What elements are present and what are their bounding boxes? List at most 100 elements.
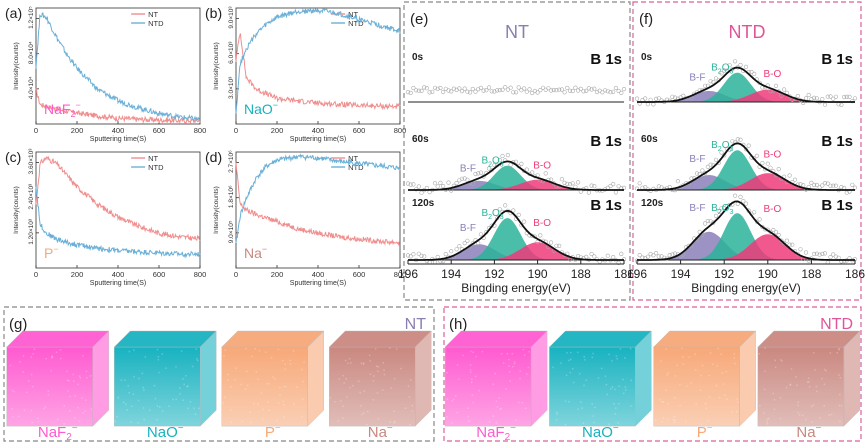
texture-speck — [568, 359, 570, 362]
panel-label: (g) — [9, 316, 27, 333]
texture-speck — [67, 390, 69, 392]
texture-speck — [347, 362, 349, 365]
texture-speck — [9, 364, 12, 367]
panel-title: NT — [505, 22, 529, 42]
texture-speck — [344, 359, 347, 362]
texture-speck — [69, 395, 71, 398]
texture-speck — [630, 379, 633, 382]
texture-speck — [154, 397, 157, 400]
data-point — [831, 252, 836, 257]
texture-speck — [662, 401, 664, 403]
data-point — [438, 180, 443, 185]
texture-speck — [467, 420, 470, 422]
data-point — [817, 252, 822, 257]
texture-speck — [519, 377, 521, 380]
texture-speck — [808, 386, 811, 388]
texture-speck — [478, 389, 481, 392]
data-point — [803, 250, 809, 255]
data-point — [787, 173, 792, 178]
y-axis-label: Intensity(counts) — [13, 186, 20, 234]
data-point — [828, 255, 833, 260]
data-point — [784, 238, 790, 243]
texture-speck — [522, 348, 525, 351]
texture-speck — [293, 403, 295, 405]
texture-speck — [715, 384, 718, 387]
texture-speck — [187, 385, 189, 387]
panel-title: NT — [405, 316, 427, 333]
texture-speck — [274, 378, 276, 380]
data-point — [773, 230, 779, 235]
data-point — [613, 85, 619, 91]
texture-speck — [840, 405, 843, 407]
texture-speck — [408, 396, 411, 398]
texture-speck — [279, 394, 281, 396]
texture-speck — [246, 370, 248, 373]
panel-label: (h) — [449, 316, 467, 333]
texture-speck — [17, 415, 20, 418]
data-point — [454, 247, 459, 252]
cube-side-face — [530, 330, 548, 427]
panel-border — [3, 306, 435, 442]
data-point — [776, 232, 781, 238]
cube-front-face — [221, 346, 308, 427]
texture-speck — [196, 357, 198, 360]
texture-speck — [22, 371, 24, 373]
texture-speck — [592, 415, 595, 417]
data-point — [478, 170, 484, 175]
texture-speck — [342, 374, 344, 377]
data-point — [446, 180, 451, 185]
texture-speck — [383, 373, 386, 376]
data-point — [689, 96, 694, 101]
cube-side-face — [200, 330, 217, 427]
texture-speck — [492, 383, 494, 385]
texture-speck — [823, 405, 825, 407]
data-point — [675, 179, 681, 184]
texture-speck — [807, 381, 810, 383]
data-point — [616, 88, 621, 94]
data-point — [562, 180, 567, 185]
texture-speck — [701, 364, 704, 367]
texture-speck — [86, 377, 88, 379]
texture-speck — [342, 405, 344, 408]
texture-speck — [168, 405, 170, 408]
texture-speck — [488, 421, 491, 423]
x-axis-label: Sputtering time(S) — [290, 280, 346, 287]
component-label-b-o: B-O — [763, 69, 781, 80]
texture-speck — [193, 407, 195, 410]
texture-speck — [470, 381, 473, 384]
texture-speck — [764, 370, 766, 373]
x-tick-label: 188 — [571, 267, 591, 281]
peak-fill-b-f — [637, 231, 855, 260]
ion-cube-p: P− — [653, 330, 757, 441]
y-tick-label: 3.0×10³ — [228, 76, 235, 99]
texture-speck — [157, 356, 160, 358]
texture-speck — [265, 383, 268, 385]
data-point — [408, 182, 413, 187]
texture-speck — [128, 392, 131, 394]
data-point — [468, 90, 473, 95]
texture-speck — [251, 355, 253, 358]
data-point — [573, 85, 578, 90]
x-tick-label: 196 — [398, 267, 418, 281]
texture-speck — [22, 355, 25, 357]
data-point — [411, 252, 416, 257]
texture-speck — [125, 403, 127, 406]
texture-speck — [183, 383, 185, 386]
texture-speck — [615, 355, 618, 357]
texture-speck — [508, 365, 510, 367]
texture-speck — [241, 420, 244, 423]
texture-speck — [142, 386, 145, 389]
texture-speck — [142, 407, 145, 409]
texture-speck — [126, 409, 129, 411]
texture-speck — [672, 418, 674, 421]
texture-speck — [69, 410, 71, 412]
texture-speck — [264, 351, 267, 353]
data-point — [619, 251, 624, 256]
data-point — [554, 88, 559, 93]
texture-speck — [767, 417, 770, 420]
data-point — [711, 79, 716, 85]
texture-speck — [614, 388, 616, 391]
cube-side-face — [92, 330, 109, 427]
texture-speck — [471, 394, 474, 396]
